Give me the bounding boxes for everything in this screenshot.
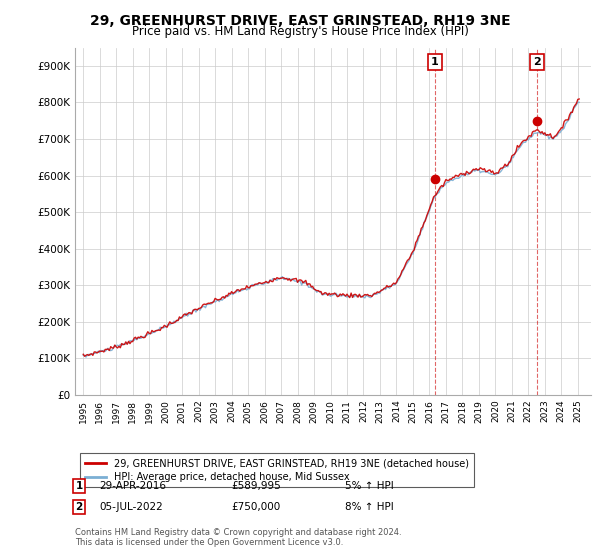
Text: 5% ↑ HPI: 5% ↑ HPI (345, 481, 394, 491)
Text: 29-APR-2016: 29-APR-2016 (99, 481, 166, 491)
Text: 8% ↑ HPI: 8% ↑ HPI (345, 502, 394, 512)
Text: 2: 2 (533, 57, 541, 67)
Text: 1: 1 (76, 481, 83, 491)
Text: £589,995: £589,995 (231, 481, 281, 491)
Legend: 29, GREENHURST DRIVE, EAST GRINSTEAD, RH19 3NE (detached house), HPI: Average pr: 29, GREENHURST DRIVE, EAST GRINSTEAD, RH… (80, 454, 474, 487)
Text: Price paid vs. HM Land Registry's House Price Index (HPI): Price paid vs. HM Land Registry's House … (131, 25, 469, 38)
Text: 1: 1 (431, 57, 439, 67)
Text: Contains HM Land Registry data © Crown copyright and database right 2024.: Contains HM Land Registry data © Crown c… (75, 528, 401, 536)
Text: This data is licensed under the Open Government Licence v3.0.: This data is licensed under the Open Gov… (75, 538, 343, 547)
Text: £750,000: £750,000 (231, 502, 280, 512)
Text: 29, GREENHURST DRIVE, EAST GRINSTEAD, RH19 3NE: 29, GREENHURST DRIVE, EAST GRINSTEAD, RH… (89, 14, 511, 28)
Text: 05-JUL-2022: 05-JUL-2022 (99, 502, 163, 512)
Text: 2: 2 (76, 502, 83, 512)
